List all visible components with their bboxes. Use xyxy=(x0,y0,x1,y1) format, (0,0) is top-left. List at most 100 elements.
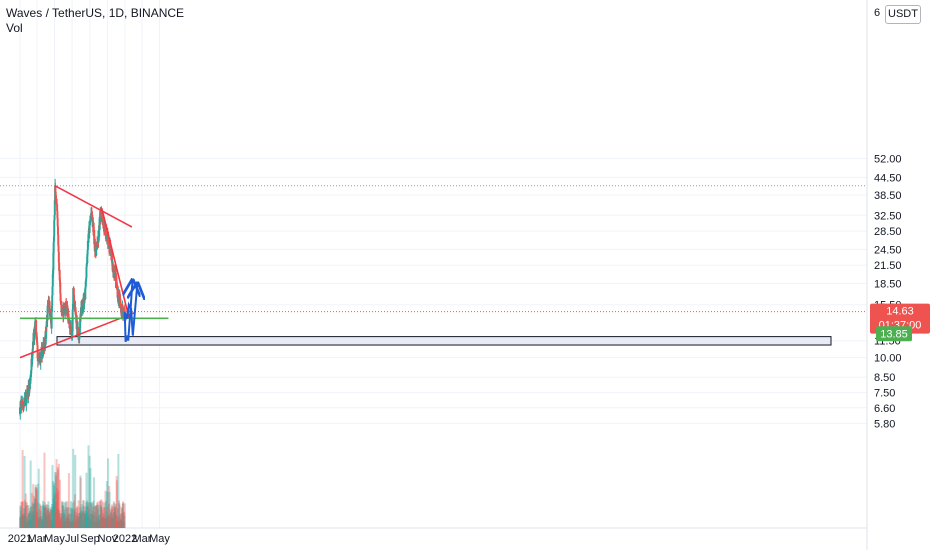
volume-bar xyxy=(43,507,46,528)
volume-bar xyxy=(94,516,97,528)
volume-bar xyxy=(55,487,58,528)
volume-bar xyxy=(48,511,51,528)
candles xyxy=(19,178,126,420)
volume-bar xyxy=(90,503,93,528)
volume-bar xyxy=(29,510,32,528)
volume-bar xyxy=(116,508,119,528)
volume-bar xyxy=(119,514,122,528)
volume-bar xyxy=(48,511,51,528)
candle-body xyxy=(53,199,56,216)
volume-bar xyxy=(94,505,97,528)
volume-bar xyxy=(95,505,98,528)
volume-bar xyxy=(27,505,30,528)
y-tick-label: 8.50 xyxy=(874,372,895,384)
candle-body xyxy=(86,240,89,251)
trendline-upper-resistance[interactable] xyxy=(54,185,133,228)
x-tick-label: 2021 xyxy=(8,533,32,545)
volume-bar xyxy=(63,509,66,528)
volume-bar xyxy=(35,487,38,528)
volume-bar xyxy=(67,473,70,528)
forecast-projection-2[interactable] xyxy=(124,283,137,336)
volume-bar xyxy=(92,515,95,528)
volume-bar xyxy=(90,501,93,528)
volume-bar xyxy=(70,507,73,528)
candle-body xyxy=(57,234,60,246)
candle-body xyxy=(73,294,76,301)
volume-bar xyxy=(119,518,122,528)
x-tick-label: May xyxy=(149,533,170,545)
candle-body xyxy=(114,269,117,272)
candle-body xyxy=(86,253,89,264)
y-tick-label: 21.50 xyxy=(874,260,902,272)
volume-bar xyxy=(43,452,46,528)
volume-bar xyxy=(36,512,39,528)
volume-bar xyxy=(51,507,54,528)
volume-bar xyxy=(33,503,36,528)
volume-bar xyxy=(77,513,80,528)
volume-bar xyxy=(111,514,114,528)
volume-bar xyxy=(57,463,60,528)
trendline-descending-resistance[interactable] xyxy=(100,207,130,319)
volume-bar xyxy=(65,501,68,528)
last-price-value: 14.63 xyxy=(886,306,914,318)
volume-bar xyxy=(82,500,85,528)
y-tick-label: 10.00 xyxy=(874,353,902,365)
volume-bar xyxy=(25,521,28,528)
volume-bar xyxy=(98,521,101,528)
volume-bar xyxy=(33,503,36,528)
volume-bar xyxy=(41,518,44,528)
volume-bar xyxy=(96,504,99,528)
volume-bar xyxy=(56,493,59,528)
volume-bar xyxy=(91,503,94,528)
volume-bar xyxy=(113,512,116,528)
candle-body xyxy=(89,215,92,219)
volume-bar xyxy=(31,511,34,528)
candle-body xyxy=(51,295,54,306)
candle-body xyxy=(56,204,59,211)
candle-body xyxy=(76,324,79,328)
volume-bar xyxy=(61,500,64,528)
candle-body xyxy=(103,226,106,232)
forecast-projection-1[interactable] xyxy=(125,280,133,343)
candle-body xyxy=(88,221,91,233)
volume-bar xyxy=(70,514,73,528)
volume-bar xyxy=(50,519,53,528)
volume-bar xyxy=(96,502,99,528)
volume-bar xyxy=(98,519,101,528)
volume-bar xyxy=(113,502,116,528)
volume-bar xyxy=(29,506,32,528)
volume-bar xyxy=(57,509,60,528)
volume-bar xyxy=(23,455,26,528)
volume-bar xyxy=(88,455,91,528)
volume-bar xyxy=(52,498,55,528)
support-zone-rectangle[interactable] xyxy=(56,336,832,346)
volume-bar xyxy=(21,501,24,528)
volume-bar xyxy=(52,485,55,528)
volume-bar xyxy=(118,520,121,528)
y-tick-label: 32.50 xyxy=(874,210,902,222)
volume-bar xyxy=(66,501,69,528)
volume-bar xyxy=(84,507,87,528)
volume-bar xyxy=(107,503,110,528)
volume-bar xyxy=(102,515,105,528)
volume-bar xyxy=(59,516,62,528)
trendline-rising-support[interactable] xyxy=(19,312,135,359)
volume-bar xyxy=(57,490,60,528)
volume-bar xyxy=(78,512,81,528)
candle-body xyxy=(57,251,60,263)
currency-button[interactable]: USDT xyxy=(885,5,921,24)
volume-bar xyxy=(49,509,52,528)
volume-bar xyxy=(119,519,122,528)
volume-bar xyxy=(86,516,89,528)
volume-bar xyxy=(67,513,70,528)
volume-bar xyxy=(100,499,103,528)
candle xyxy=(53,219,56,239)
volume-bar xyxy=(97,501,100,528)
volume-bar xyxy=(50,509,53,528)
volume-bar xyxy=(33,515,36,528)
volume-bar xyxy=(99,500,102,528)
volume-bar xyxy=(83,514,86,528)
volume-bar xyxy=(80,513,83,528)
volume-bar xyxy=(21,515,24,528)
